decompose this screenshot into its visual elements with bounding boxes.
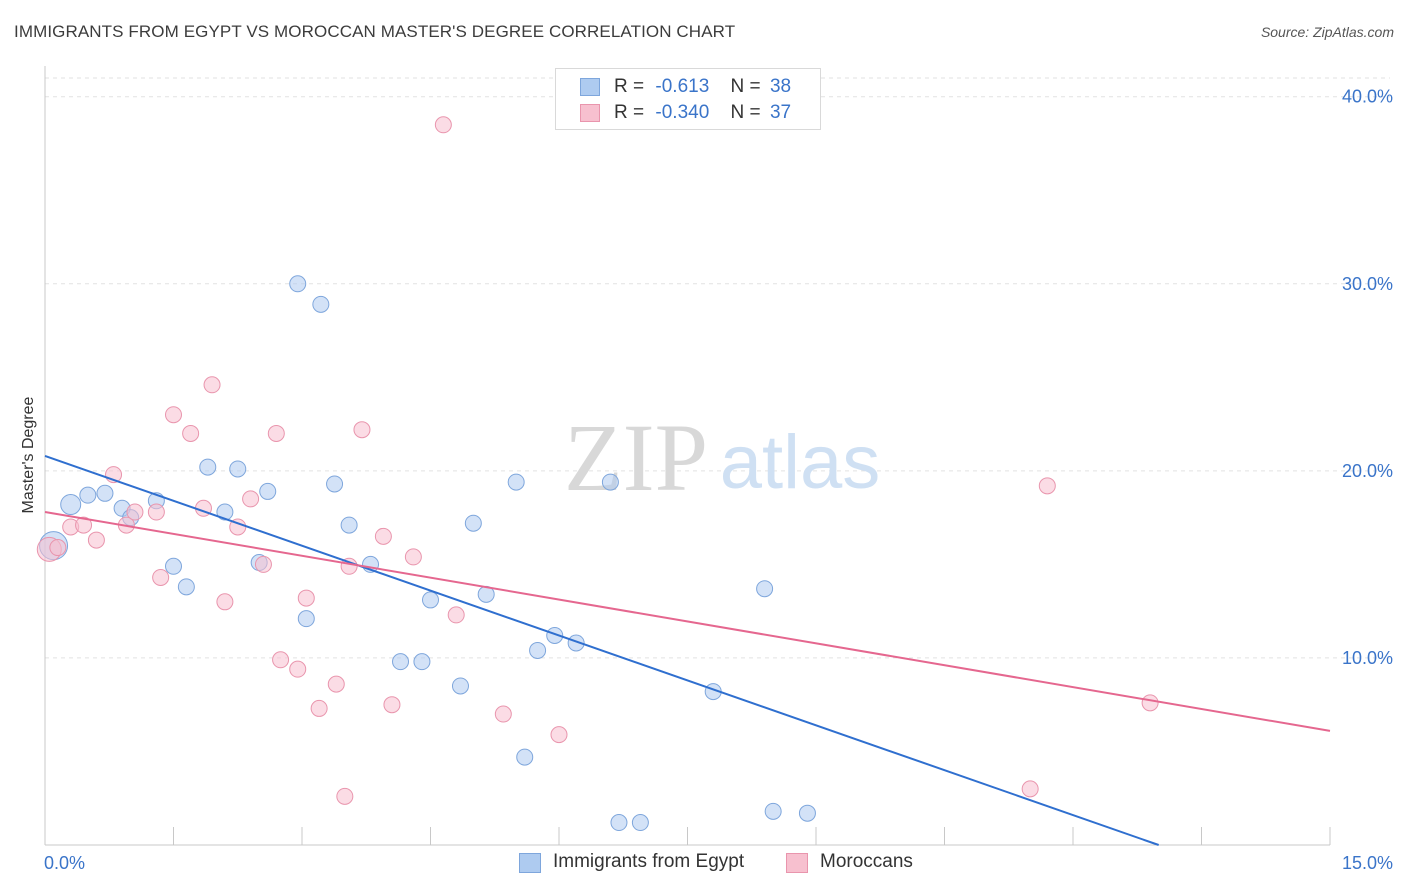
series-label-moroccans: Moroccans bbox=[820, 851, 913, 872]
moroccan-point bbox=[353, 421, 371, 439]
egypt-point bbox=[199, 458, 217, 476]
legend-swatch-egypt bbox=[580, 78, 600, 96]
egypt-point bbox=[60, 494, 82, 516]
legend-r-label: R = bbox=[614, 102, 645, 123]
egypt-point bbox=[297, 610, 315, 628]
moroccan-point bbox=[49, 539, 67, 557]
y-tick-label: 10.0% bbox=[1342, 648, 1393, 668]
y-axis-label: Master's Degree bbox=[20, 396, 37, 513]
grid-lines bbox=[45, 77, 1390, 659]
legend-n-value: 37 bbox=[769, 102, 792, 123]
moroccan-point bbox=[383, 696, 401, 714]
egypt-point bbox=[422, 591, 439, 609]
y-tick-label: 40.0% bbox=[1342, 87, 1393, 107]
legend-swatch-moroccans bbox=[580, 104, 600, 122]
moroccan-point bbox=[336, 787, 354, 805]
egypt-point bbox=[451, 677, 469, 695]
egypt-point bbox=[392, 653, 410, 671]
egypt-point bbox=[764, 802, 782, 820]
moroccan-point bbox=[267, 424, 285, 442]
series-swatch-moroccans bbox=[786, 853, 808, 873]
moroccan-point bbox=[216, 593, 234, 611]
moroccan-point bbox=[147, 503, 165, 521]
egypt-point bbox=[567, 634, 585, 652]
egypt-point bbox=[464, 514, 482, 532]
egypt-point bbox=[216, 503, 234, 521]
series-swatch-egypt bbox=[519, 853, 541, 873]
moroccan-point bbox=[87, 531, 105, 549]
egypt-point bbox=[610, 814, 628, 832]
moroccan-point bbox=[434, 116, 452, 134]
moroccan-point bbox=[126, 503, 144, 521]
source-label: Source: ZipAtlas.com bbox=[1260, 24, 1394, 40]
legend-n-label: N = bbox=[730, 76, 761, 97]
egypt-point bbox=[529, 641, 547, 659]
moroccan-point bbox=[1038, 477, 1056, 495]
egypt-point bbox=[229, 460, 247, 478]
moroccan-point bbox=[152, 568, 170, 586]
chart-title: IMMIGRANTS FROM EGYPT VS MOROCCAN MASTER… bbox=[14, 22, 736, 41]
tick-labels: 10.0% 20.0% 30.0% 40.0% 0.0% 15.0% bbox=[44, 87, 1393, 873]
egypt-point bbox=[165, 557, 182, 575]
moroccan-point bbox=[374, 527, 392, 545]
legend-r-value: -0.613 bbox=[655, 76, 710, 97]
axes bbox=[44, 66, 1331, 846]
moroccan-trend-line bbox=[44, 511, 1331, 732]
moroccan-point bbox=[310, 699, 328, 717]
egypt-point bbox=[798, 804, 816, 822]
watermark-atlas: atlas bbox=[720, 420, 881, 505]
egypt-trend-line bbox=[44, 454, 1159, 846]
x-tick-label: 15.0% bbox=[1342, 853, 1393, 873]
egypt-point bbox=[259, 482, 277, 500]
legend-n-value: 38 bbox=[769, 76, 792, 97]
moroccan-point bbox=[447, 606, 465, 624]
moroccan-point bbox=[297, 589, 315, 607]
egypt-point bbox=[177, 578, 195, 596]
egypt-point bbox=[756, 580, 774, 598]
moroccan-point bbox=[272, 651, 290, 669]
x-tick-label: 0.0% bbox=[44, 853, 85, 873]
moroccan-point bbox=[254, 555, 272, 573]
y-tick-label: 30.0% bbox=[1342, 274, 1393, 294]
moroccan-point bbox=[75, 516, 93, 534]
egypt-point bbox=[601, 473, 619, 491]
moroccan-point bbox=[1021, 780, 1039, 798]
moroccan-point bbox=[404, 548, 422, 566]
moroccan-point bbox=[550, 726, 568, 744]
moroccan-point bbox=[242, 490, 260, 508]
egypt-point bbox=[289, 275, 307, 293]
egypt-point bbox=[340, 516, 358, 534]
legend-n-label: N = bbox=[730, 102, 761, 123]
egypt-point bbox=[326, 475, 344, 493]
moroccan-point bbox=[203, 376, 221, 394]
egypt-point bbox=[312, 295, 330, 313]
correlation-legend: R = -0.613 N = 38 R = -0.340 N = 37 bbox=[555, 68, 821, 130]
moroccan-point bbox=[1141, 694, 1159, 712]
egypt-point bbox=[516, 748, 534, 766]
watermark-zip: ZIP bbox=[564, 404, 708, 511]
data-points bbox=[36, 116, 1159, 832]
moroccan-point bbox=[289, 660, 307, 678]
egypt-point bbox=[96, 484, 114, 502]
legend-r-label: R = bbox=[614, 76, 645, 97]
y-tick-label: 20.0% bbox=[1342, 461, 1393, 481]
egypt-point bbox=[79, 486, 97, 504]
moroccan-point bbox=[182, 424, 200, 442]
moroccan-point bbox=[165, 406, 182, 424]
egypt-point bbox=[507, 473, 525, 491]
watermark: ZIP atlas bbox=[564, 404, 880, 511]
legend-r-value: -0.340 bbox=[655, 102, 710, 123]
egypt-point bbox=[631, 814, 649, 832]
trend-lines bbox=[44, 454, 1331, 846]
moroccan-point bbox=[327, 675, 345, 693]
egypt-point bbox=[413, 653, 431, 671]
egypt-point bbox=[546, 626, 564, 644]
moroccan-point bbox=[494, 705, 512, 723]
series-label-egypt: Immigrants from Egypt bbox=[553, 851, 745, 872]
